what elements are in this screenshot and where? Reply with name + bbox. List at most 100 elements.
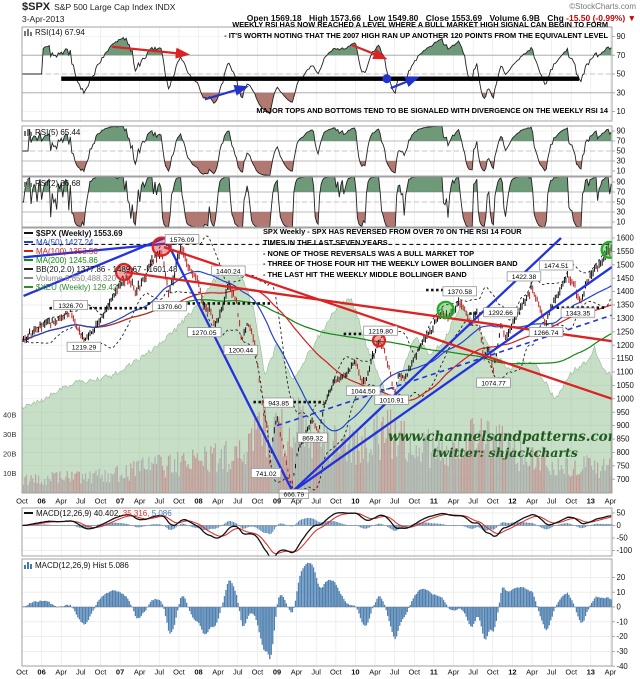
svg-text:700: 700 xyxy=(617,475,631,484)
svg-text:09: 09 xyxy=(273,668,281,677)
svg-text:1150: 1150 xyxy=(617,354,634,363)
svg-text:09: 09 xyxy=(273,497,281,506)
svg-text:30: 30 xyxy=(617,208,626,217)
svg-text:12: 12 xyxy=(508,497,516,506)
svg-text:741.02: 741.02 xyxy=(256,471,277,478)
svg-text:Apr: Apr xyxy=(605,668,617,677)
chg-value: -15.50 (-0.99%) xyxy=(566,13,626,23)
svg-text:Oct: Oct xyxy=(173,497,186,506)
macd-legend: MACD(12,26,9) 40.402, 35.316, 5.086 xyxy=(24,509,172,518)
symbol-label: $SPX xyxy=(22,1,51,13)
reversal-circle-green xyxy=(600,240,612,259)
svg-text:666.79: 666.79 xyxy=(284,492,305,499)
xeu-swatch xyxy=(24,286,33,288)
price-labels: 1326.70 1219.29 1576.09 1370.60 1440.24 1270.… xyxy=(53,234,596,499)
price-label: 1292.66 xyxy=(483,307,518,318)
rsi14-note-line2: - IT'S WORTH NOTING THAT THE 2007 HIGH R… xyxy=(224,30,608,40)
price-label: 1326.70 xyxy=(53,300,88,310)
svg-text:1250: 1250 xyxy=(617,327,635,336)
trendline-blue xyxy=(276,314,612,427)
svg-text:-50: -50 xyxy=(617,534,629,543)
svg-text:Oct: Oct xyxy=(408,497,421,506)
svg-text:1100: 1100 xyxy=(617,368,634,377)
volume-bars xyxy=(22,397,612,493)
svg-text:Oct: Oct xyxy=(16,668,29,677)
svg-text:Jul: Jul xyxy=(468,497,478,506)
svg-text:1219.80: 1219.80 xyxy=(368,329,393,336)
svg-text:Apr: Apr xyxy=(448,497,460,506)
hist-legend: MACD(12,26,9) Hist 5.086 xyxy=(24,561,129,570)
close-value: 1553.69 xyxy=(451,13,483,23)
y-axis-labels: 9070503010907050301090705030101600155015… xyxy=(612,32,635,671)
price-legend-ma200: MA(200) 1245.86 xyxy=(24,256,177,265)
svg-text:1270.05: 1270.05 xyxy=(192,330,217,337)
ohlc-quote-row: Open 1569.18 High 1573.66 Low 1549.80 Cl… xyxy=(242,13,636,23)
ma200-legend-text: MA(200) 1245.86 xyxy=(36,256,98,265)
ma50-legend-text: MA(50) 1427.24 xyxy=(36,238,94,247)
price-note-line5: - THE LAST HIT THE WEEKLY MIDDLE BOLLING… xyxy=(263,270,467,280)
svg-text:900: 900 xyxy=(617,421,631,430)
svg-text:11: 11 xyxy=(430,668,438,677)
price-legend-ma100: MA(100) 1353.50 xyxy=(24,247,177,256)
macd-value-1: 40.402, xyxy=(93,509,121,518)
rsi5-series xyxy=(22,125,612,177)
divergence-arrow xyxy=(390,76,420,90)
svg-text:Apr: Apr xyxy=(526,497,538,506)
svg-text:-40: -40 xyxy=(617,662,629,671)
svg-text:70: 70 xyxy=(617,188,626,197)
svg-text:Apr: Apr xyxy=(134,668,146,677)
indicator-icon xyxy=(24,129,32,136)
price-note-line4: - THREE OF THOSE FOUR HIT THE WEEKLY LOW… xyxy=(263,259,518,269)
svg-text:1370.58: 1370.58 xyxy=(448,289,473,296)
xeu-legend-text: $XEU (Weekly) 129.42 xyxy=(36,283,118,292)
bollinger-lower xyxy=(22,290,612,491)
rsi5-legend-text: RSI(5) 65.44 xyxy=(35,128,81,137)
price-label: 1270.05 xyxy=(187,327,222,338)
histogram-icon xyxy=(24,562,32,569)
x-axis-labels: Oct 06 Apr Jul Oct 07 Apr Jul Oct 08 Apr Jul Oct 09 Ap… xyxy=(16,668,617,677)
svg-text:Apr: Apr xyxy=(212,668,224,677)
svg-text:10: 10 xyxy=(617,218,626,227)
svg-text:12: 12 xyxy=(508,668,516,677)
low-label: Low xyxy=(368,13,386,23)
svg-text:Oct: Oct xyxy=(487,497,500,506)
price-label: 1219.29 xyxy=(66,341,102,352)
svg-text:Apr: Apr xyxy=(291,668,303,677)
price-label: 1219.80 xyxy=(363,325,398,336)
svg-text:70: 70 xyxy=(617,51,626,60)
svg-text:1500: 1500 xyxy=(617,260,635,269)
svg-text:Apr: Apr xyxy=(134,497,146,506)
volume-label: Volume xyxy=(489,13,520,23)
price-legend-bb: BB(20,2.0) 1377.86 - 1489.67 - 1601.48 xyxy=(24,265,177,274)
svg-text:Apr: Apr xyxy=(55,668,67,677)
svg-text:Apr: Apr xyxy=(55,497,67,506)
svg-text:Oct: Oct xyxy=(330,497,343,506)
rsi14-legend: RSI(14) 67.94 xyxy=(24,28,85,37)
svg-text:Oct: Oct xyxy=(565,497,578,506)
open-value: 1569.18 xyxy=(270,13,302,23)
svg-text:50: 50 xyxy=(617,198,626,207)
price-legend-xeu: $XEU (Weekly) 129.42 xyxy=(24,283,177,292)
price-label: 1044.50 xyxy=(346,385,381,396)
svg-text:1474.51: 1474.51 xyxy=(544,263,569,270)
svg-text:1370.60: 1370.60 xyxy=(157,304,182,311)
price-label: 1422.38 xyxy=(506,271,542,282)
macd-panel xyxy=(22,511,612,556)
price-label: 943.85 xyxy=(263,397,294,408)
svg-text:Oct: Oct xyxy=(252,497,265,506)
ma200-line-swatch xyxy=(24,259,33,261)
svg-text:1044.50: 1044.50 xyxy=(351,389,376,396)
svg-text:-20: -20 xyxy=(617,632,629,641)
svg-text:Jul: Jul xyxy=(390,497,400,506)
svg-text:Jul: Jul xyxy=(547,668,557,677)
index-name: S&P 500 Large Cap Index INDX xyxy=(54,2,176,12)
svg-text:40B: 40B xyxy=(3,411,16,420)
reversal-circle-red xyxy=(371,333,387,348)
svg-text:20: 20 xyxy=(617,573,626,582)
svg-text:Oct: Oct xyxy=(16,497,29,506)
macd-signal-line xyxy=(22,512,612,555)
macd-line-swatch xyxy=(24,512,33,514)
svg-text:0: 0 xyxy=(617,521,622,530)
